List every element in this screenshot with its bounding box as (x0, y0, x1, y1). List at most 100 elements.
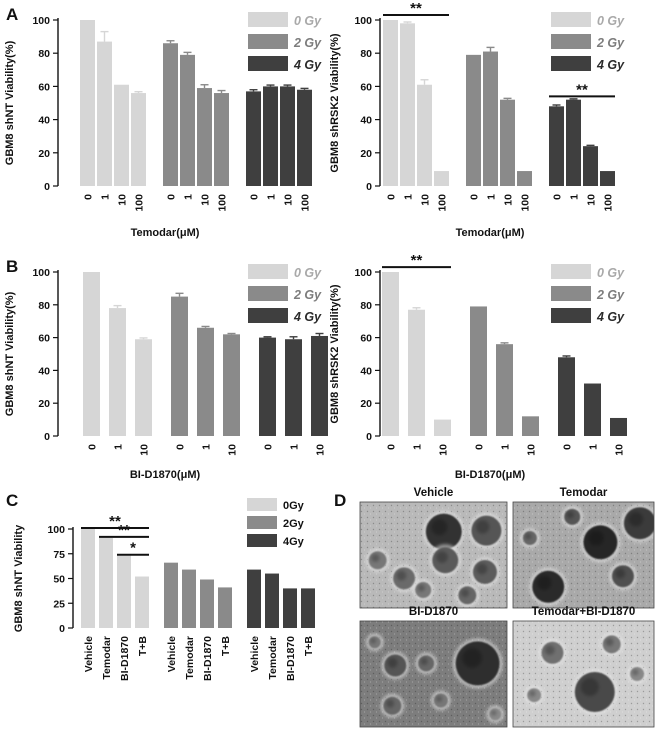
sphere-core (417, 584, 425, 592)
x-tick-label: 10 (315, 444, 327, 456)
legend-label: 4Gy (283, 536, 305, 548)
y-tick-label: 25 (53, 598, 65, 610)
sphere-core (537, 575, 552, 590)
bar (610, 417, 627, 436)
x-tick-label: 0 (562, 444, 574, 450)
legend-swatch (551, 286, 591, 301)
x-tick-label: 10 (139, 444, 151, 456)
x-tick-label: 1 (183, 194, 195, 200)
sphere-core (632, 669, 639, 676)
bar (285, 339, 302, 436)
bar (583, 146, 598, 186)
x-tick-label: 100 (300, 194, 312, 212)
bar (223, 334, 240, 436)
y-tick-label: 100 (47, 524, 65, 536)
x-tick-label: 10 (283, 194, 295, 206)
bar (182, 569, 196, 628)
x-tick-label: 0 (83, 194, 95, 200)
panel-label-b: B (6, 257, 18, 276)
x-tick-label: 10 (526, 444, 538, 456)
x-tick-label: 0 (249, 194, 261, 200)
legend-swatch (551, 12, 591, 27)
y-tick-label: 100 (32, 15, 50, 27)
bar (114, 84, 129, 186)
x-tick-label: Vehicle (249, 636, 261, 672)
bar (382, 272, 399, 436)
significance-marker: ** (118, 522, 130, 539)
y-tick-label: 0 (366, 181, 372, 193)
bar (301, 588, 315, 628)
significance-marker: * (130, 540, 136, 557)
panel-label-c: C (6, 491, 18, 510)
x-tick-label: 10 (438, 444, 450, 456)
y-tick-label: 80 (38, 48, 50, 60)
legend-swatch (248, 286, 288, 301)
x-tick-label: 1 (500, 444, 512, 450)
y-tick-label: 20 (38, 398, 50, 410)
legend-label: 0 Gy (597, 266, 625, 280)
sphere-core (462, 648, 482, 668)
bar (246, 91, 261, 186)
sphere-core (525, 533, 532, 540)
legend-label: 0Gy (283, 500, 305, 512)
bar (470, 306, 487, 436)
x-axis-title: Temodar(μM) (456, 227, 525, 239)
x-tick-label: T+B (220, 636, 232, 657)
bar (81, 529, 95, 628)
x-tick-label: 100 (520, 194, 532, 212)
micrograph-temodar (513, 502, 654, 608)
sphere-core (615, 568, 626, 579)
panel-d-micrographs: Vehicle Temodar BI-D1870 Temodar+BI-D1870 (359, 487, 655, 728)
micrograph-combo (513, 621, 654, 727)
y-tick-label: 60 (38, 81, 50, 93)
y-tick-label: 60 (360, 333, 372, 345)
legend-swatch (551, 34, 591, 49)
bar (434, 419, 451, 436)
x-tick-label: 0 (386, 194, 398, 200)
bar (496, 344, 513, 436)
panel-label-a: A (6, 5, 18, 24)
bar (135, 576, 149, 628)
bar (265, 573, 279, 628)
legend-label: 4 Gy (293, 310, 322, 324)
y-axis-title: GBM8 shNT Viability(%) (4, 291, 16, 416)
x-tick-label: 0 (386, 444, 398, 450)
legend-label: 4 Gy (596, 58, 625, 72)
sphere-core (566, 511, 574, 519)
y-tick-label: 60 (360, 81, 372, 93)
legend-swatch (247, 498, 277, 511)
x-tick-label: 1 (412, 444, 424, 450)
legend-label: 0 Gy (294, 266, 322, 280)
bar (164, 562, 178, 628)
x-tick-label: 0 (263, 444, 275, 450)
sphere-core (420, 657, 428, 666)
bar (483, 51, 498, 186)
bar (517, 171, 532, 186)
y-axis-title: GBM8 shRSK2 Viability(%) (329, 284, 341, 423)
bar (135, 339, 152, 436)
sphere-core (628, 512, 644, 527)
x-tick-label: 0 (474, 444, 486, 450)
legend-swatch (248, 56, 288, 71)
significance-marker: ** (109, 513, 121, 530)
x-tick-label: 1 (113, 444, 125, 450)
y-tick-label: 80 (360, 48, 372, 60)
x-tick-label: Temodar (267, 636, 279, 680)
x-tick-label: 100 (134, 194, 146, 212)
x-tick-label: 0 (552, 194, 564, 200)
legend-label: 4 Gy (293, 58, 322, 72)
y-tick-label: 100 (354, 15, 372, 27)
y-tick-label: 20 (38, 148, 50, 160)
x-tick-label: 10 (420, 194, 432, 206)
micrograph-frame (359, 501, 508, 609)
bar (584, 383, 601, 436)
x-tick-label: 1 (201, 444, 213, 450)
legend-swatch (247, 516, 277, 529)
bar (549, 106, 564, 186)
y-tick-label: 0 (44, 431, 50, 443)
y-axis-title: GBM8 shRSK2 Viability(%) (329, 33, 341, 172)
bar (109, 308, 126, 436)
x-tick-label: Temodar (184, 636, 196, 680)
